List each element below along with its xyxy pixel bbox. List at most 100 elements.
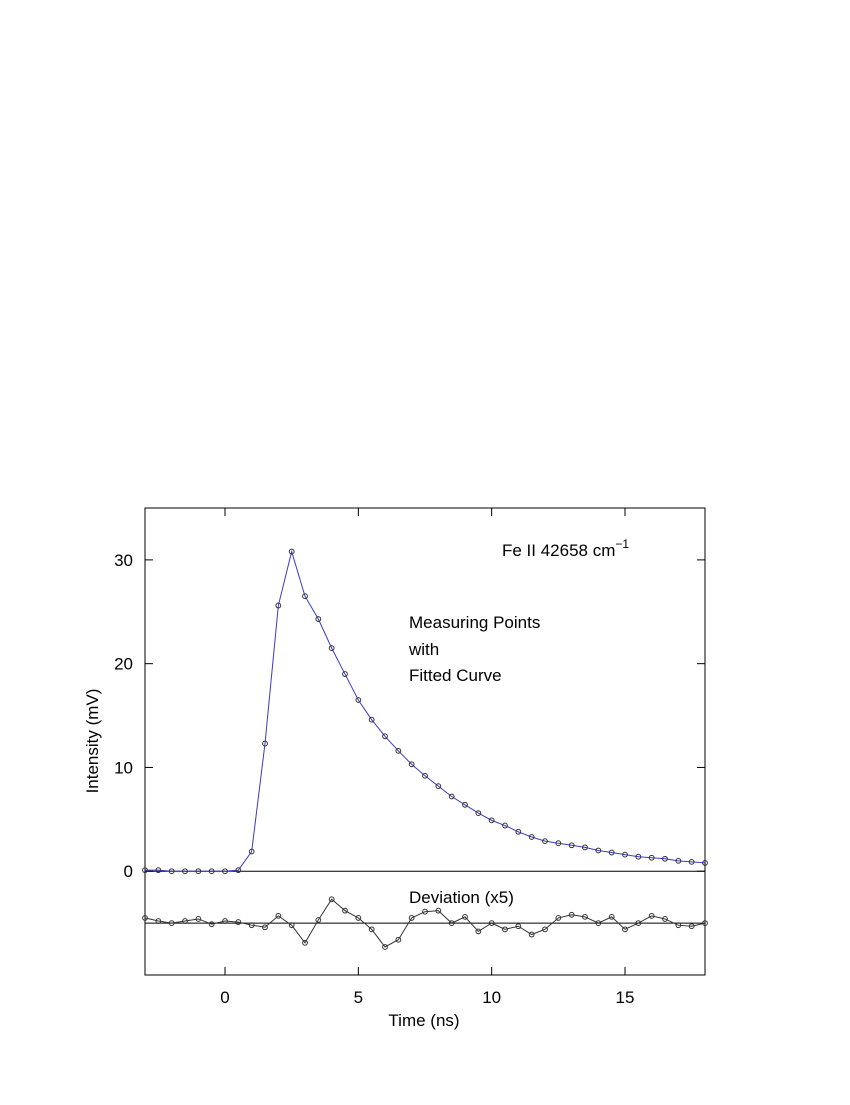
data-point [422, 908, 428, 915]
data-point [155, 867, 162, 874]
data-point [502, 926, 508, 933]
data-point [275, 602, 282, 609]
data-point [488, 920, 495, 927]
data-point [515, 828, 522, 835]
data-point [315, 917, 322, 923]
data-point [622, 851, 628, 858]
data-point [435, 783, 442, 790]
data-point [542, 838, 548, 845]
data-point [688, 923, 695, 930]
data-point [262, 924, 268, 931]
data-point [608, 849, 615, 856]
data-point [475, 928, 482, 935]
fe-label-text: Fe II 42658 cm [502, 541, 615, 560]
data-point [448, 920, 455, 927]
data-point [675, 857, 682, 864]
data-point [275, 912, 282, 919]
y-tick-label: 10 [114, 758, 133, 777]
data-point [622, 926, 628, 933]
y-tick-label: 30 [114, 551, 133, 570]
data-point [368, 926, 375, 933]
x-tick-label: 15 [616, 988, 635, 1007]
data-point [648, 912, 655, 919]
data-point [355, 697, 362, 703]
data-point [168, 868, 175, 875]
data-point [382, 944, 388, 950]
data-point [528, 834, 535, 840]
data-point [582, 913, 588, 920]
annotation: with [408, 640, 439, 659]
data-point [662, 916, 668, 922]
data-point [342, 907, 348, 914]
data-point [195, 868, 202, 875]
data-point [502, 822, 508, 829]
data-point [462, 801, 468, 808]
data-point [222, 868, 228, 875]
data-point [288, 548, 295, 555]
data-point [288, 922, 295, 929]
fe-label-sup: −1 [615, 537, 629, 551]
data-point [208, 921, 215, 928]
x-axis-label: Time (ns) [388, 1011, 459, 1030]
data-point [328, 645, 335, 651]
y-tick-label: 20 [114, 655, 133, 674]
data-point [262, 740, 268, 747]
data-point [635, 920, 642, 927]
data-point [462, 913, 468, 920]
data-point [675, 922, 682, 929]
data-point [568, 842, 575, 849]
data-point [528, 931, 535, 938]
data-point [195, 916, 202, 922]
data-point [568, 911, 575, 918]
data-point [582, 844, 588, 851]
series-line [144, 898, 706, 948]
x-tick-label: 10 [482, 988, 501, 1007]
data-point [488, 817, 495, 824]
data-point [688, 858, 695, 865]
data-point [302, 939, 308, 946]
data-point [302, 593, 308, 600]
data-point [395, 747, 402, 754]
plot-frame [144, 507, 706, 976]
fe-label: Fe II 42658 cm−1 [502, 537, 629, 560]
data-point [315, 616, 322, 622]
data-point [342, 671, 348, 677]
y-tick-label: 0 [124, 862, 133, 881]
data-point [182, 918, 188, 924]
data-point [208, 868, 215, 875]
data-point [702, 920, 708, 927]
series-line [145, 549, 706, 872]
data-point [235, 867, 242, 874]
data-point [248, 848, 255, 855]
data-point [608, 913, 615, 920]
x-tick-label: 0 [220, 988, 229, 1007]
data-point [555, 840, 562, 847]
data-point [475, 810, 482, 817]
data-point [542, 926, 548, 933]
data-point [368, 716, 375, 723]
data-point [328, 896, 335, 903]
data-point [142, 915, 148, 921]
data-point [182, 868, 188, 875]
data-point [555, 915, 562, 921]
data-point [595, 847, 602, 854]
data-point [595, 920, 602, 927]
data-point [702, 860, 708, 866]
data-point [635, 853, 642, 860]
data-point [168, 920, 175, 927]
y-axis-label: Intensity (mV) [83, 689, 102, 794]
data-point [422, 772, 428, 779]
data-point [142, 867, 148, 874]
data-point [395, 936, 402, 943]
data-point [355, 915, 362, 921]
data-point [408, 915, 415, 921]
data-point [662, 855, 668, 862]
data-point [248, 922, 255, 929]
data-point [515, 923, 522, 930]
annotation: Measuring Points [409, 613, 540, 632]
data-point [435, 907, 442, 914]
data-point [155, 918, 162, 924]
data-point [408, 761, 415, 768]
x-tick-label: 5 [354, 988, 363, 1007]
